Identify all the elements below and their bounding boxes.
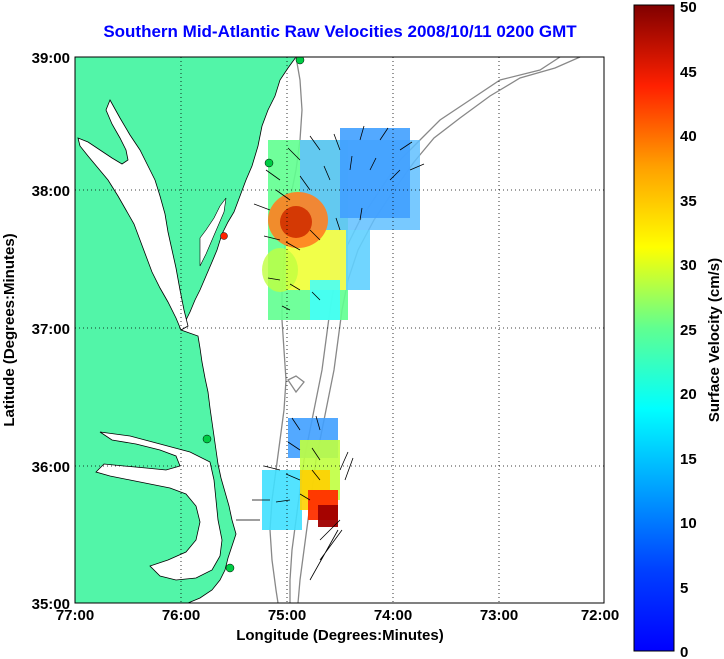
x-axis-ticks: 77:00 76:00 75:00 74:00 73:00 72:00 bbox=[56, 607, 619, 624]
colorbar-tick: 15 bbox=[680, 451, 697, 468]
x-tick: 72:00 bbox=[581, 607, 619, 624]
colorbar-tick: 0 bbox=[680, 644, 688, 659]
y-tick: 39:00 bbox=[32, 50, 70, 67]
eastern-shore-water bbox=[199, 197, 227, 267]
colorbar-tick: 25 bbox=[680, 322, 697, 339]
station-marker bbox=[220, 232, 228, 240]
y-tick: 38:00 bbox=[32, 183, 70, 200]
station-marker bbox=[202, 434, 212, 444]
chesapeake-bay bbox=[77, 99, 189, 331]
y-tick: 37:00 bbox=[32, 321, 70, 338]
colorbar-tick: 50 bbox=[680, 0, 697, 16]
y-tick: 36:00 bbox=[32, 459, 70, 476]
colorbar-tick: 20 bbox=[680, 386, 697, 403]
colorbar-tick: 5 bbox=[680, 580, 688, 597]
map-title: Southern Mid-Atlantic Raw Velocities 200… bbox=[103, 22, 577, 41]
station-marker bbox=[225, 563, 235, 573]
y-tick: 35:00 bbox=[32, 596, 70, 613]
colorbar-tick: 45 bbox=[680, 64, 697, 81]
station-marker bbox=[264, 158, 274, 168]
current-vectors bbox=[236, 125, 425, 581]
colorbar-ticks: 50 45 40 35 30 25 20 15 10 5 0 bbox=[680, 0, 697, 659]
y-axis-label: Latitude (Degrees:Minutes) bbox=[1, 233, 18, 426]
x-tick: 76:00 bbox=[162, 607, 200, 624]
y-axis-ticks: 39:00 38:00 37:00 36:00 35:00 bbox=[32, 50, 70, 613]
x-axis-label: Longitude (Degrees:Minutes) bbox=[236, 627, 444, 644]
pamlico-sound bbox=[95, 431, 223, 581]
colorbar-tick: 30 bbox=[680, 257, 697, 274]
map-plot-area bbox=[74, 56, 605, 604]
x-tick: 73:00 bbox=[480, 607, 518, 624]
station-marker bbox=[295, 57, 305, 65]
grid-lines bbox=[75, 57, 604, 603]
colorbar-tick: 10 bbox=[680, 515, 697, 532]
colorbar-tick: 35 bbox=[680, 193, 697, 210]
x-tick: 77:00 bbox=[56, 607, 94, 624]
velocity-field-north bbox=[262, 128, 420, 320]
radar-stations bbox=[202, 57, 305, 573]
colorbar: 50 45 40 35 30 25 20 15 10 5 0 Surface V… bbox=[633, 0, 723, 659]
colorbar-tick: 40 bbox=[680, 128, 697, 145]
x-tick: 75:00 bbox=[268, 607, 306, 624]
colorbar-label: Surface Velocity (cm/s) bbox=[706, 258, 723, 422]
x-tick: 74:00 bbox=[374, 607, 412, 624]
